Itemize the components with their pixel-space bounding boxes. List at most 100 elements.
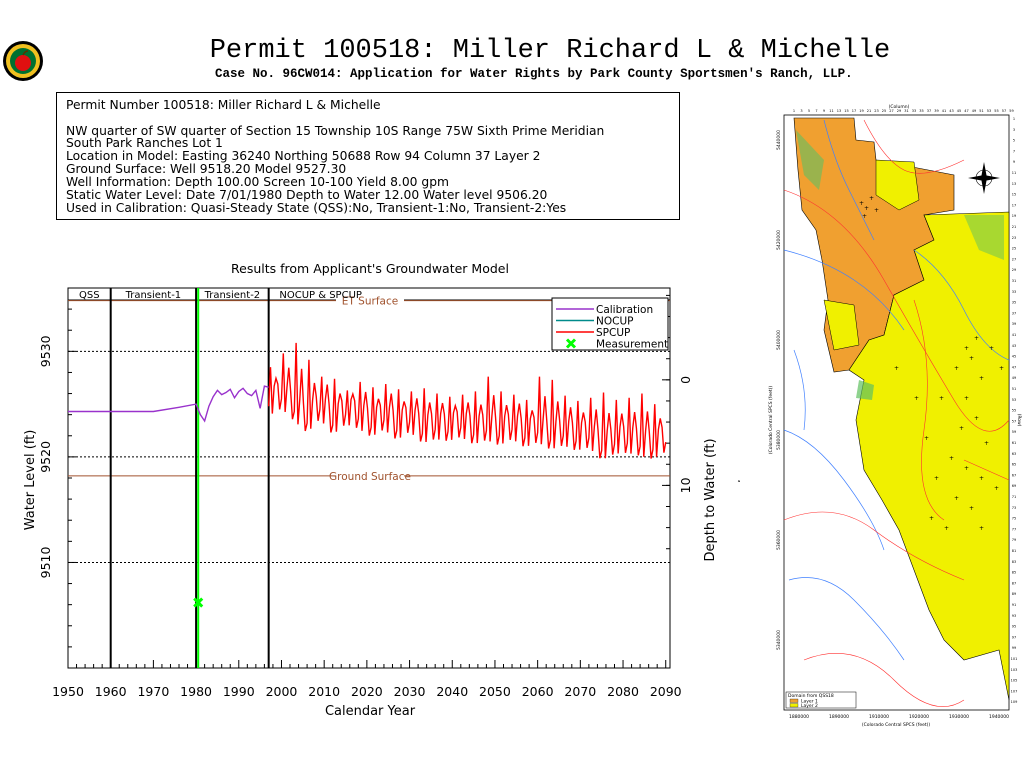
- map-row-tick: 49: [1012, 376, 1016, 380]
- well-marker: +: [974, 335, 979, 342]
- map-column-tick: 47: [964, 109, 968, 113]
- map-bottom-tick: 1910000: [869, 714, 889, 720]
- y2tick-label: 0: [678, 376, 693, 384]
- well-marker: +: [862, 213, 867, 220]
- map-column-tick: 43: [949, 109, 953, 113]
- xtick-label: 2020: [351, 684, 383, 699]
- xtick-label: 1950: [52, 684, 84, 699]
- map-column-tick: 39: [934, 109, 938, 113]
- map-row-tick: 93: [1012, 614, 1016, 618]
- xtick-label: 2010: [308, 684, 340, 699]
- map-row-tick: 67: [1012, 473, 1016, 477]
- map-row-tick: 31: [1012, 279, 1016, 283]
- map-row-tick: 27: [1012, 257, 1016, 261]
- map-row-tick: 69: [1012, 484, 1016, 488]
- map-column-tick: 31: [904, 109, 908, 113]
- map-column-tick: 15: [844, 109, 848, 113]
- xtick-label: 1990: [223, 684, 255, 699]
- map-column-tick: 59: [1009, 109, 1013, 113]
- map-bottom-tick: 1890000: [829, 714, 849, 720]
- map-row-tick: 23: [1012, 236, 1016, 240]
- map-column-tick: 51: [979, 109, 983, 113]
- stream-line: [793, 349, 806, 431]
- ytick-label: 9530: [38, 335, 53, 367]
- well-marker: +: [934, 475, 939, 482]
- map-left-tick: 5340000: [776, 630, 782, 650]
- road-line: [913, 299, 945, 521]
- reference-label: Ground Surface: [329, 471, 411, 483]
- north-arrow-icon: [968, 162, 1000, 194]
- map-column-tick: 37: [927, 109, 931, 113]
- map-row-tick: 55: [1012, 409, 1016, 413]
- well-marker: +: [914, 395, 919, 402]
- well-marker: +: [939, 395, 944, 402]
- map-column-tick: 19: [859, 109, 863, 113]
- map-row-tick: 33: [1012, 290, 1016, 294]
- info-line-location: Location in Model: Easting 36240 Northin…: [66, 149, 541, 163]
- legend-label: Calibration: [596, 304, 653, 316]
- reference-label-bg: [336, 469, 404, 482]
- well-marker: +: [954, 495, 959, 502]
- map-column-tick: 29: [897, 109, 901, 113]
- road-line: [863, 119, 965, 174]
- xtick-label: 2050: [479, 684, 511, 699]
- map-row-tick: 53: [1012, 398, 1016, 402]
- map-row-tick: 79: [1012, 538, 1016, 542]
- well-marker: +: [864, 205, 869, 212]
- map-row-tick: 105: [1011, 679, 1018, 683]
- map-column-tick: 53: [987, 109, 991, 113]
- info-line-lot: South Park Ranches Lot 1: [66, 136, 223, 150]
- map-column-tick: 33: [912, 109, 916, 113]
- map-row-tick: 21: [1012, 225, 1016, 229]
- map-row-tick: 95: [1012, 625, 1016, 629]
- period-label: NOCUP & SPCUP: [279, 290, 362, 301]
- map-row-tick: 15: [1012, 193, 1016, 197]
- map-row-tick: 71: [1012, 495, 1016, 499]
- map-row-tick: 89: [1012, 592, 1016, 596]
- map-column-tick: 55: [994, 109, 998, 113]
- legend-swatch-measurement: [565, 338, 577, 349]
- y-axis-label: Water Level (ft): [23, 430, 38, 531]
- map-row-tick: 65: [1012, 463, 1016, 467]
- map-row-tick: 25: [1012, 247, 1016, 251]
- map-column-tick: 57: [1002, 109, 1006, 113]
- map-column-tick: 41: [942, 109, 946, 113]
- map-row-tick: 45: [1012, 355, 1016, 359]
- map-row-tick: 7: [1013, 149, 1015, 153]
- well-marker: +: [964, 395, 969, 402]
- green-area: [964, 215, 1004, 260]
- map-row-tick: 103: [1011, 668, 1018, 672]
- xtick-label: 1960: [95, 684, 127, 699]
- chart-title: Results from Applicant's Groundwater Mod…: [231, 261, 509, 276]
- map-row-tick: 73: [1012, 506, 1016, 510]
- xtick-label: 2000: [266, 684, 298, 699]
- map-row-tick: 57: [1012, 419, 1016, 423]
- map-bottom-tick: 1880000: [789, 714, 809, 720]
- road-line: [783, 189, 1010, 432]
- well-marker: +: [859, 200, 864, 207]
- xtick-label: 2030: [394, 684, 426, 699]
- page-title: Permit 100518: Miller Richard L & Michel…: [209, 36, 891, 66]
- map-row-tick: 1: [1013, 117, 1015, 121]
- legend-label: Measurement: [596, 339, 668, 351]
- map-column-tick: 3: [800, 109, 802, 113]
- map-row-tick: 109: [1011, 700, 1018, 704]
- map-row-tick: 61: [1012, 441, 1016, 445]
- well-marker: +: [989, 345, 994, 352]
- map-row-tick: 77: [1012, 527, 1016, 531]
- well-marker: +: [869, 195, 874, 202]
- well-marker: +: [974, 415, 979, 422]
- well-marker: +: [969, 355, 974, 362]
- map-row-tick: 63: [1012, 452, 1016, 456]
- location-pointer-line: [737, 480, 740, 482]
- well-marker: +: [944, 525, 949, 532]
- map-row-tick: 97: [1012, 635, 1016, 639]
- map-legend-label: Layer 1: [801, 699, 818, 705]
- map-row-tick: 101: [1011, 657, 1018, 661]
- map-row-tick: 41: [1012, 333, 1016, 337]
- map-row-tick: 29: [1012, 268, 1016, 272]
- xtick-label: 2060: [522, 684, 554, 699]
- well-marker: +: [979, 525, 984, 532]
- well-marker: +: [979, 375, 984, 382]
- period-label: QSS: [79, 290, 100, 301]
